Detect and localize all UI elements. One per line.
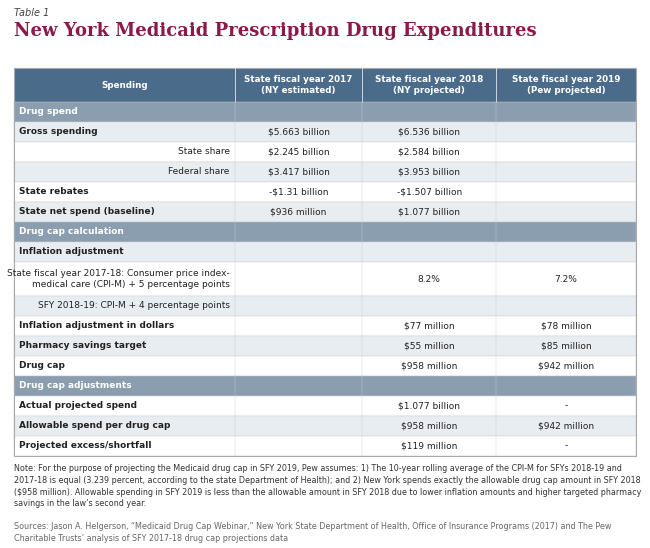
Text: -: - [564,442,567,450]
Bar [14,222,636,242]
Text: $942 million: $942 million [538,362,594,370]
Bar [14,102,636,122]
Bar [14,436,636,456]
Text: $942 million: $942 million [538,421,594,431]
Bar [14,316,636,336]
Text: 7.2%: 7.2% [554,275,577,283]
Text: Table 1: Table 1 [14,8,49,18]
Text: Drug cap calculation: Drug cap calculation [19,227,124,237]
Text: Inflation adjustment: Inflation adjustment [19,248,124,256]
Text: $936 million: $936 million [270,208,327,216]
Text: -$1.31 billion: -$1.31 billion [269,187,328,197]
Text: Inflation adjustment in dollars: Inflation adjustment in dollars [19,322,174,330]
Text: State rebates: State rebates [19,187,88,197]
Bar [14,68,636,456]
Text: State fiscal year 2017
(NY estimated): State fiscal year 2017 (NY estimated) [244,75,353,95]
Text: Spending: Spending [101,81,148,89]
Text: $5.663 billion: $5.663 billion [268,128,330,136]
Text: State fiscal year 2018
(NY projected): State fiscal year 2018 (NY projected) [375,75,484,95]
Text: $2.245 billion: $2.245 billion [268,147,330,157]
Text: Drug cap adjustments: Drug cap adjustments [19,381,131,391]
Text: State net spend (baseline): State net spend (baseline) [19,208,155,216]
Text: State fiscal year 2017-18: Consumer price index-
medical care (CPI-M) + 5 percen: State fiscal year 2017-18: Consumer pric… [7,269,230,289]
Bar [14,182,636,202]
Bar [14,162,636,182]
Text: New York Medicaid Prescription Drug Expenditures: New York Medicaid Prescription Drug Expe… [14,22,537,40]
Text: Drug cap: Drug cap [19,362,65,370]
Bar [14,376,636,396]
Bar [14,356,636,376]
Text: $119 million: $119 million [401,442,458,450]
Text: $2.584 billion: $2.584 billion [398,147,460,157]
Text: SFY 2018-19: CPI-M + 4 percentage points: SFY 2018-19: CPI-M + 4 percentage points [38,301,230,311]
Text: Pharmacy savings target: Pharmacy savings target [19,341,146,351]
Text: -: - [564,402,567,410]
Text: Allowable spend per drug cap: Allowable spend per drug cap [19,421,170,431]
Text: Drug spend: Drug spend [19,107,78,117]
Text: $78 million: $78 million [541,322,592,330]
Bar [14,416,636,436]
Text: Projected excess/shortfall: Projected excess/shortfall [19,442,151,450]
Text: $1.077 billion: $1.077 billion [398,208,460,216]
Text: Actual projected spend: Actual projected spend [19,402,137,410]
Bar [14,296,636,316]
Text: State share: State share [178,147,230,157]
Text: $77 million: $77 million [404,322,454,330]
Text: $55 million: $55 million [404,341,454,351]
Text: $3.953 billion: $3.953 billion [398,168,460,176]
Text: $3.417 billion: $3.417 billion [268,168,330,176]
Text: Federal share: Federal share [168,168,230,176]
Bar [14,202,636,222]
Bar [14,262,636,296]
Bar [14,336,636,356]
Bar [14,122,636,142]
Text: 8.2%: 8.2% [418,275,441,283]
Text: State fiscal year 2019
(Pew projected): State fiscal year 2019 (Pew projected) [512,75,620,95]
Text: $6.536 billion: $6.536 billion [398,128,460,136]
Bar [14,142,636,162]
Text: $958 million: $958 million [401,421,458,431]
Text: Gross spending: Gross spending [19,128,98,136]
Text: Sources: Jason A. Helgerson, “Medicaid Drug Cap Webinar,” New York State Departm: Sources: Jason A. Helgerson, “Medicaid D… [14,522,612,543]
Bar [14,242,636,262]
Bar [14,396,636,416]
Text: $958 million: $958 million [401,362,458,370]
Text: Note: For the purpose of projecting the Medicaid drug cap in SFY 2019, Pew assum: Note: For the purpose of projecting the … [14,464,642,509]
Text: $1.077 billion: $1.077 billion [398,402,460,410]
Text: -$1.507 billion: -$1.507 billion [396,187,462,197]
Bar [14,68,636,102]
Text: $85 million: $85 million [541,341,592,351]
